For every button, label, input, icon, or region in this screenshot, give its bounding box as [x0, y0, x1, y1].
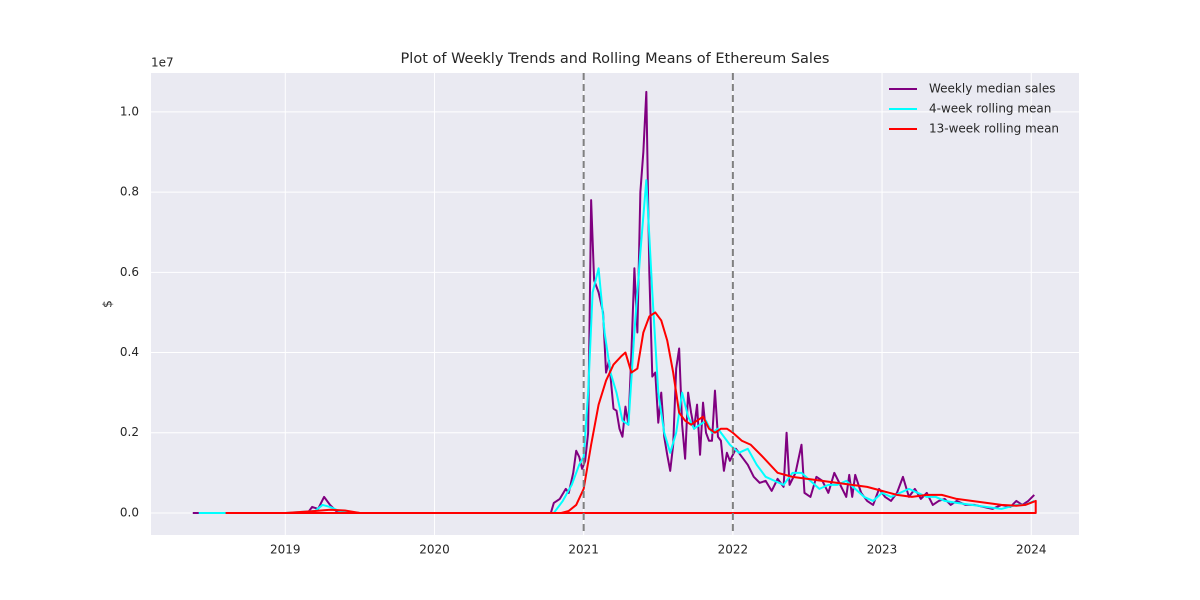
y-axis-label: $ — [101, 300, 115, 308]
y-offset-label: 1e7 — [151, 56, 174, 70]
legend-label: 13-week rolling mean — [929, 122, 1059, 136]
y-tick-label: 0.8 — [120, 185, 139, 199]
labels: 0.0 0.2 0.4 0.6 0.8 1.0 2019 2020 2021 2022 2023 20… — [120, 82, 1059, 557]
y-tick-label: 0.6 — [120, 265, 139, 279]
grid — [151, 73, 1079, 535]
x-tick-label: 2024 — [1016, 543, 1047, 557]
y-tick-label: 0.0 — [120, 505, 139, 519]
x-tick-label: 2021 — [568, 543, 599, 557]
x-tick-label: 2019 — [270, 543, 301, 557]
y-tick-label: 1.0 — [120, 104, 139, 118]
lines — [192, 73, 1037, 535]
plot-area — [151, 73, 1079, 535]
legend-label: 4-week rolling mean — [929, 102, 1051, 116]
y-tick-label: 0.2 — [120, 425, 139, 439]
legend-label: Weekly median sales — [929, 82, 1056, 96]
chart-title: Plot of Weekly Trends and Rolling Means … — [401, 51, 830, 67]
x-tick-label: 2022 — [718, 543, 749, 557]
x-tick-label: 2020 — [419, 543, 450, 557]
x-tick-label: 2023 — [867, 543, 898, 557]
series-line — [225, 311, 1037, 514]
y-tick-label: 0.4 — [120, 345, 139, 359]
